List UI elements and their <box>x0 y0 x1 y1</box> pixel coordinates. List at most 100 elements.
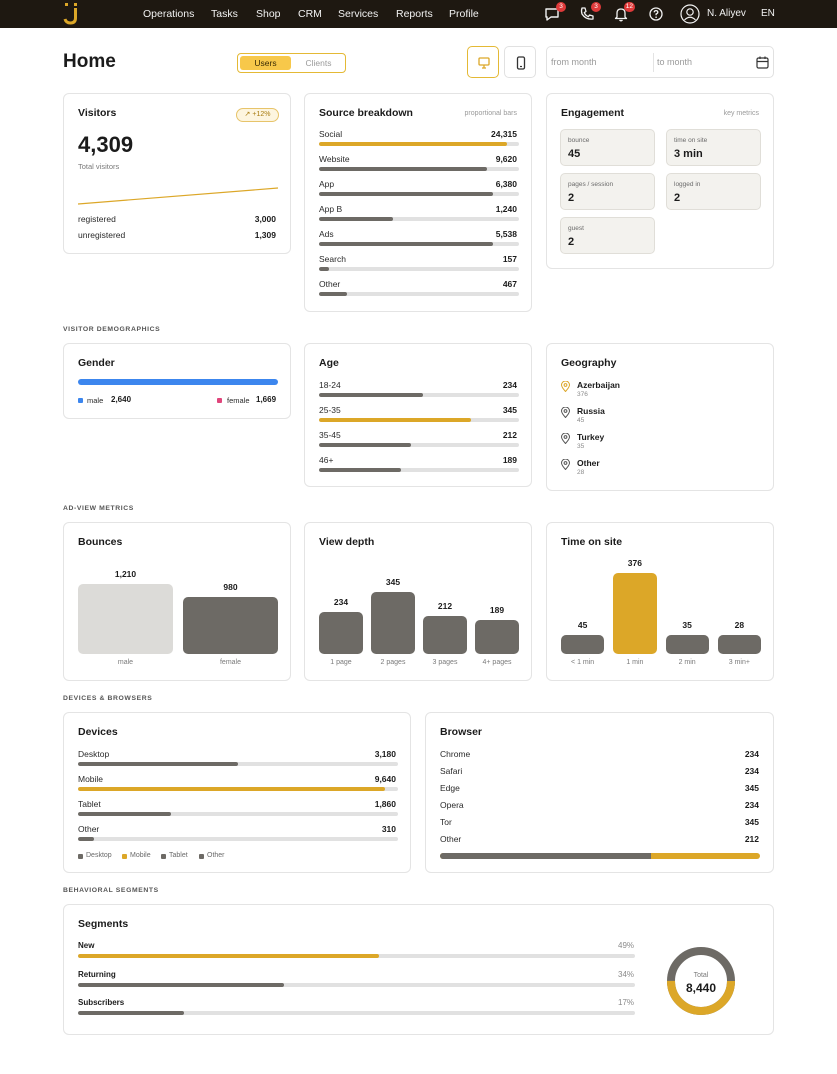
map-pin-icon <box>561 407 570 418</box>
chart-value-label: 1,210 <box>114 569 137 579</box>
nav-services[interactable]: Services <box>338 8 379 20</box>
source-note: proportional bars <box>464 110 517 117</box>
visitors-trend-line <box>78 187 278 205</box>
language-switch[interactable]: EN <box>761 8 775 19</box>
engagement-metric-tile: pages / session 2 <box>560 173 655 210</box>
segment-fill <box>78 954 379 958</box>
geography-country: Turkey <box>577 432 605 442</box>
metric-value: 45 <box>568 148 581 160</box>
notifications-badge: 12 <box>623 2 635 12</box>
browser-row-label: Other <box>440 834 462 844</box>
devices-legend-label: Tablet <box>169 852 188 859</box>
geography-card: Geography Azerbaijan 376 Russia 45 Turkey 35 O… <box>546 343 774 491</box>
chart-category-label: 3 pages <box>432 659 458 666</box>
bar-track <box>78 812 398 816</box>
map-pin-icon <box>561 381 570 392</box>
bar-track <box>319 142 519 146</box>
metric-label: bounce <box>568 137 590 144</box>
nav-operations[interactable]: Operations <box>143 8 195 20</box>
toggle-clients[interactable]: Clients <box>305 58 332 68</box>
nav-tasks[interactable]: Tasks <box>211 8 238 20</box>
male-legend-dot <box>78 398 83 403</box>
bar-row-label: 18-24 <box>319 380 341 390</box>
engagement-card: Engagement key metrics bounce 45 time on s… <box>546 93 774 269</box>
user-name[interactable]: N. Aliyev <box>707 8 746 19</box>
toggle-users[interactable]: Users <box>240 56 291 70</box>
bar-fill <box>319 142 507 146</box>
bar-fill <box>319 418 471 422</box>
chart-category-label: 2 pages <box>380 659 406 666</box>
bar-track <box>319 292 519 296</box>
chart-column <box>319 611 363 654</box>
nav-reports[interactable]: Reports <box>396 8 433 20</box>
chart-value-label: 980 <box>223 582 238 593</box>
messages-button[interactable]: 3 <box>543 2 566 23</box>
segment-label: Returning <box>78 969 116 979</box>
segment-percent: 34% <box>618 969 635 979</box>
logo-icon[interactable] <box>63 3 80 25</box>
from-month-input[interactable]: from month <box>551 57 597 67</box>
browser-row-label: Edge <box>440 783 460 793</box>
bar-row-value: 189 <box>502 455 517 465</box>
top-navigation-bar: Operations Tasks Shop CRM Services Repor… <box>0 0 837 28</box>
visitors-card: Visitors ↗ +12% 4,309 Total visitors reg… <box>63 93 291 254</box>
chart-category-label: 2 min <box>678 659 696 666</box>
registered-value: 3,000 <box>254 214 276 224</box>
bar-row-value: 9,620 <box>495 154 517 164</box>
desktop-view-button[interactable] <box>467 46 499 78</box>
browser-card: Browser Chrome 234 Safari 234 Edge 345 Opera 23… <box>425 712 774 873</box>
bar-fill <box>319 192 493 196</box>
bar-track <box>319 242 519 246</box>
nav-crm[interactable]: CRM <box>298 8 322 20</box>
donut-ring-gold <box>667 947 735 1015</box>
chart-value-label: 189 <box>489 605 505 616</box>
bar-row-value: 467 <box>502 279 517 289</box>
bar-track <box>78 762 398 766</box>
geography-title: Geography <box>561 357 617 369</box>
metric-value: 2 <box>568 192 575 204</box>
chart-column <box>561 635 605 654</box>
time-on-site-title: Time on site <box>561 536 623 548</box>
metric-label: time on site <box>674 137 708 144</box>
bar-row-label: Social <box>319 129 343 139</box>
help-button[interactable] <box>647 5 665 23</box>
geography-count: 35 <box>577 443 585 450</box>
engagement-title: Engagement <box>561 107 625 119</box>
bar-track <box>78 837 398 841</box>
engagement-note: key metrics <box>723 110 759 117</box>
nav-shop[interactable]: Shop <box>256 8 281 20</box>
bar-fill <box>319 242 493 246</box>
section-visitor-demographics: VISITOR DEMOGRAPHICS <box>63 326 161 333</box>
calls-badge: 3 <box>591 2 601 12</box>
source-title: Source breakdown <box>319 107 413 119</box>
devices-title: Devices <box>78 726 118 738</box>
mobile-view-button[interactable] <box>504 46 536 78</box>
user-avatar-icon[interactable] <box>680 4 700 24</box>
audience-toggle: Users Clients <box>237 53 346 73</box>
visitors-title: Visitors <box>78 107 117 119</box>
section-ad-view-metrics: AD-VIEW METRICS <box>63 505 134 512</box>
nav-profile[interactable]: Profile <box>449 8 479 20</box>
calendar-icon[interactable] <box>756 56 769 69</box>
bar-fill <box>78 787 386 791</box>
metric-label: logged in <box>674 181 701 188</box>
to-month-input[interactable]: to month <box>657 57 693 67</box>
help-icon <box>649 7 663 21</box>
calls-button[interactable]: 3 <box>578 2 601 23</box>
devices-legend-dot <box>122 854 127 859</box>
bar-row-label: App B <box>319 204 343 214</box>
gender-title: Gender <box>78 357 115 369</box>
bar-row-value: 1,240 <box>495 204 517 214</box>
chart-category-label: 1 page <box>330 659 352 666</box>
bar-row-label: Desktop <box>78 749 110 759</box>
visitors-total: 4,309 <box>78 132 134 157</box>
view-depth-card: View depth 234 1 page 345 2 pages 212 3 pages… <box>304 522 532 681</box>
browser-row-value: 212 <box>744 834 759 844</box>
notifications-button[interactable]: 12 <box>612 2 635 23</box>
devices-legend-dot <box>161 854 166 859</box>
bar-row-value: 212 <box>502 430 517 440</box>
bar-fill <box>319 443 411 447</box>
bar-row-label: 25-35 <box>319 405 341 415</box>
metric-value: 3 min <box>674 148 703 160</box>
gender-bar <box>78 379 278 385</box>
